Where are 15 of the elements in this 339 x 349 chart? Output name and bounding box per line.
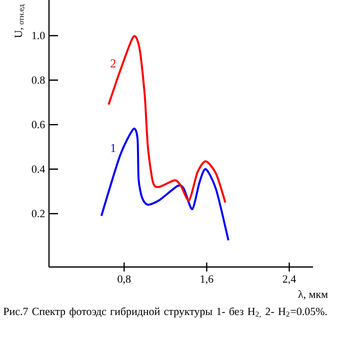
x-tick-label: 0,8	[118, 275, 131, 284]
text: Рис.7 Спектр фотоэдс гибридной структуры 1- без H$_{2,}$ 2- H$_{2}$=0.05%.	[4, 307, 327, 318]
x-axis-title: λ, мкм	[298, 290, 328, 300]
y-tick-label: 0.4	[32, 165, 45, 173]
x-tick-label: 1,6	[200, 275, 214, 284]
y-tick-label: 1.0	[32, 32, 45, 40]
series-label: 1	[111, 144, 116, 152]
y-tick-label: 0.2	[32, 210, 45, 218]
x-tick-label: 2,4	[282, 275, 296, 284]
y-tick-label: 0.6	[32, 120, 45, 128]
y-tick-label: 0.8	[32, 76, 45, 84]
series-label: 2	[110, 59, 116, 68]
line-series	[100, 128, 230, 242]
line-series	[108, 35, 226, 204]
y-axis-title: U, $_{отн.ед}$	[14, 4, 26, 38]
